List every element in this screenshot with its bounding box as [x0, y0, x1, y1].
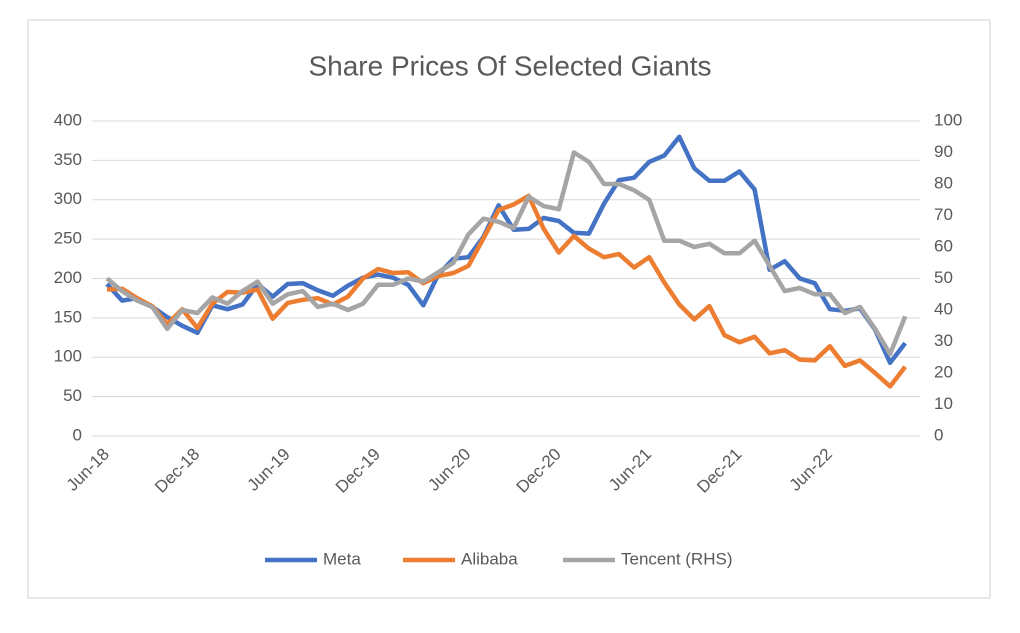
y2-tick-label: 100 [934, 110, 962, 129]
y2-tick-label: 10 [934, 394, 953, 413]
y2-tick-label: 60 [934, 236, 953, 255]
y2-tick-label: 50 [934, 268, 953, 287]
y2-tick-label: 30 [934, 331, 953, 350]
chart-title: Share Prices Of Selected Giants [308, 50, 711, 81]
y-tick-label: 150 [54, 307, 82, 326]
y-tick-label: 50 [63, 386, 82, 405]
y2-tick-label: 80 [934, 173, 953, 192]
legend-label: Meta [323, 549, 361, 568]
y2-tick-label: 90 [934, 142, 953, 161]
series-line [105, 150, 908, 357]
y-tick-label: 300 [54, 189, 82, 208]
legend-label: Tencent (RHS) [621, 549, 732, 568]
y-tick-label: 400 [54, 110, 82, 129]
legend-label: Alibaba [461, 549, 518, 568]
y2-tick-label: 0 [934, 425, 943, 444]
y2-tick-label: 40 [934, 299, 953, 318]
y2-tick-label: 20 [934, 362, 953, 381]
y-tick-label: 0 [73, 425, 82, 444]
y-tick-label: 250 [54, 229, 82, 248]
y2-tick-label: 70 [934, 205, 953, 224]
y-tick-label: 200 [54, 268, 82, 287]
y-tick-label: 350 [54, 150, 82, 169]
y-tick-label: 100 [54, 347, 82, 366]
